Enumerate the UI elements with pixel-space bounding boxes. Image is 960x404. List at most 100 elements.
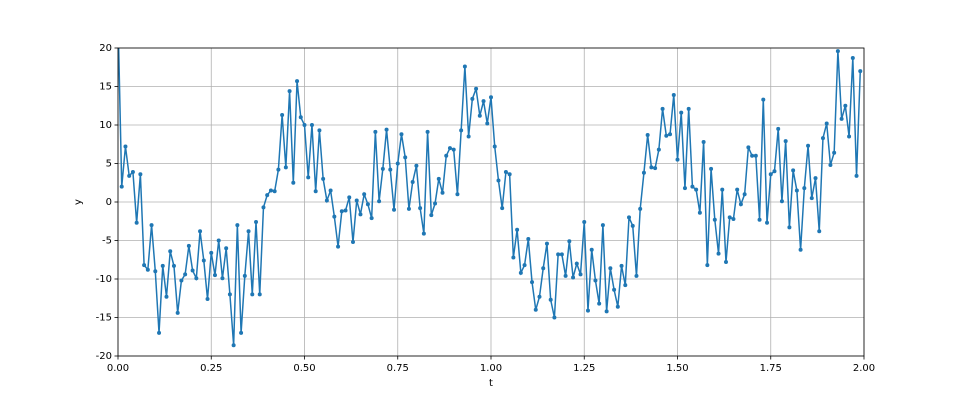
- data-point: [280, 112, 285, 117]
- data-point: [641, 170, 646, 175]
- data-point: [209, 250, 214, 255]
- data-point: [489, 95, 493, 100]
- data-point: [324, 198, 329, 203]
- data-point: [563, 273, 568, 278]
- data-point: [571, 275, 576, 280]
- data-point: [619, 263, 624, 268]
- data-point: [723, 260, 728, 265]
- data-point: [198, 229, 203, 234]
- data-point: [802, 186, 807, 191]
- data-point: [485, 121, 490, 126]
- data-point: [462, 64, 467, 69]
- data-point: [776, 126, 781, 131]
- data-point: [250, 292, 255, 297]
- data-point: [522, 263, 527, 268]
- data-point: [530, 280, 535, 285]
- data-point: [418, 206, 423, 211]
- data-point: [757, 217, 762, 222]
- data-point: [761, 97, 766, 102]
- data-point: [149, 223, 154, 228]
- data-point: [735, 187, 740, 192]
- data-point: [436, 176, 441, 181]
- data-point: [235, 223, 240, 228]
- data-point: [350, 240, 355, 245]
- data-point: [544, 241, 549, 246]
- data-point: [630, 223, 635, 228]
- data-point: [246, 229, 251, 234]
- data-point: [585, 308, 590, 313]
- data-point: [254, 220, 259, 225]
- data-point: [183, 272, 188, 277]
- data-point: [373, 129, 378, 134]
- data-point: [339, 209, 344, 214]
- data-point: [347, 195, 352, 200]
- data-point: [854, 173, 859, 178]
- x-tick-label: 1.50: [666, 363, 688, 374]
- y-tick-label: -20: [96, 351, 112, 362]
- data-point: [138, 172, 143, 177]
- data-point: [533, 307, 538, 312]
- data-point: [328, 188, 333, 193]
- data-point: [164, 294, 169, 299]
- data-point: [257, 292, 262, 297]
- data-point: [806, 143, 811, 148]
- data-point: [835, 49, 840, 54]
- data-point: [556, 252, 561, 257]
- data-point: [515, 227, 520, 232]
- data-point: [779, 199, 784, 204]
- x-tick-label: 0.75: [387, 363, 409, 374]
- data-point: [157, 330, 162, 335]
- data-point: [738, 202, 743, 207]
- data-point: [768, 172, 773, 177]
- data-point: [190, 268, 195, 273]
- data-point: [612, 287, 617, 292]
- data-point: [731, 216, 736, 221]
- data-point: [828, 163, 833, 168]
- data-point: [593, 278, 598, 283]
- data-point: [656, 147, 661, 152]
- data-point: [317, 128, 322, 133]
- data-point: [765, 220, 770, 225]
- data-point: [295, 79, 300, 84]
- data-point: [675, 157, 680, 162]
- data-point: [798, 247, 803, 252]
- x-tick-label: 1.00: [480, 363, 502, 374]
- data-point: [168, 249, 173, 254]
- data-point: [496, 178, 501, 183]
- data-point: [336, 244, 341, 249]
- data-point: [850, 56, 855, 61]
- data-point: [220, 276, 225, 281]
- data-point: [839, 116, 844, 121]
- data-point: [720, 187, 725, 192]
- y-axis-label: y: [73, 199, 84, 205]
- data-point: [388, 167, 393, 172]
- data-point: [201, 258, 206, 263]
- data-point: [414, 163, 419, 168]
- data-point: [608, 266, 613, 271]
- data-point: [142, 263, 147, 268]
- x-tick-label: 0.00: [107, 363, 129, 374]
- data-point: [794, 188, 799, 193]
- data-point: [727, 215, 732, 220]
- data-point: [477, 113, 482, 118]
- data-point: [589, 247, 594, 252]
- data-point: [175, 310, 180, 315]
- data-point: [444, 153, 449, 158]
- data-point: [858, 69, 863, 74]
- x-tick-label: 0.50: [293, 363, 315, 374]
- data-point: [615, 304, 620, 309]
- data-point: [171, 263, 176, 268]
- data-point: [421, 231, 426, 236]
- data-point: [358, 212, 363, 217]
- data-line: [118, 48, 862, 346]
- data-point: [440, 190, 445, 195]
- data-point: [395, 161, 400, 166]
- data-point: [272, 189, 277, 194]
- data-point: [268, 188, 273, 193]
- data-point: [242, 273, 247, 278]
- data-point: [298, 115, 303, 120]
- data-point: [186, 243, 191, 248]
- data-point: [697, 210, 702, 215]
- data-point: [787, 225, 792, 230]
